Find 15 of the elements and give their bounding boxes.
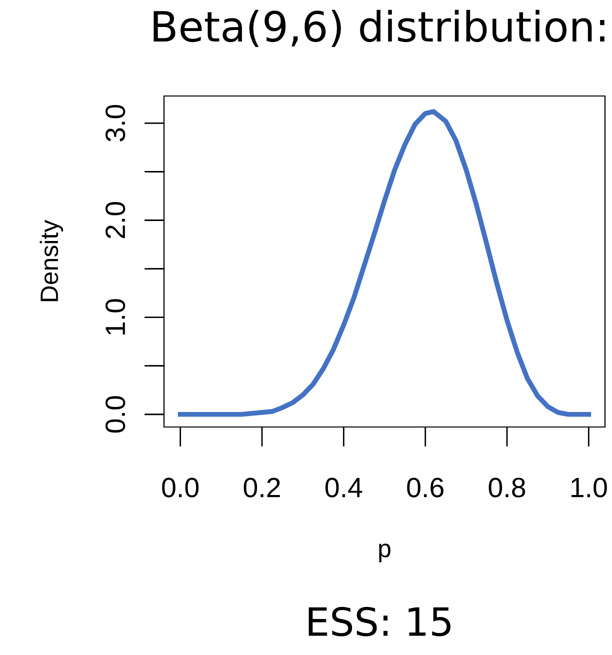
x-tick-label: 0.6 xyxy=(407,478,444,498)
x-tick-label: 0.0 xyxy=(162,478,199,498)
y-axis-title: Density xyxy=(40,220,64,302)
y-tick-label: 3.0 xyxy=(106,104,126,142)
y-tick-label: 2.0 xyxy=(106,202,126,238)
line-series xyxy=(178,109,592,417)
chart-title: Beta(9,6) distribution: xyxy=(154,10,604,47)
x-tick-label: 0.8 xyxy=(488,478,526,498)
x-tick-label: 0.2 xyxy=(244,478,280,498)
x-axis-title: p xyxy=(379,544,390,562)
x-tick-label: 1.0 xyxy=(571,478,607,498)
y-tick-label: 1.0 xyxy=(106,299,126,334)
text: ESS: 15 xyxy=(308,606,450,636)
x-tick-label: 0.4 xyxy=(325,478,362,498)
y-tick-label: 0.0 xyxy=(106,396,126,433)
